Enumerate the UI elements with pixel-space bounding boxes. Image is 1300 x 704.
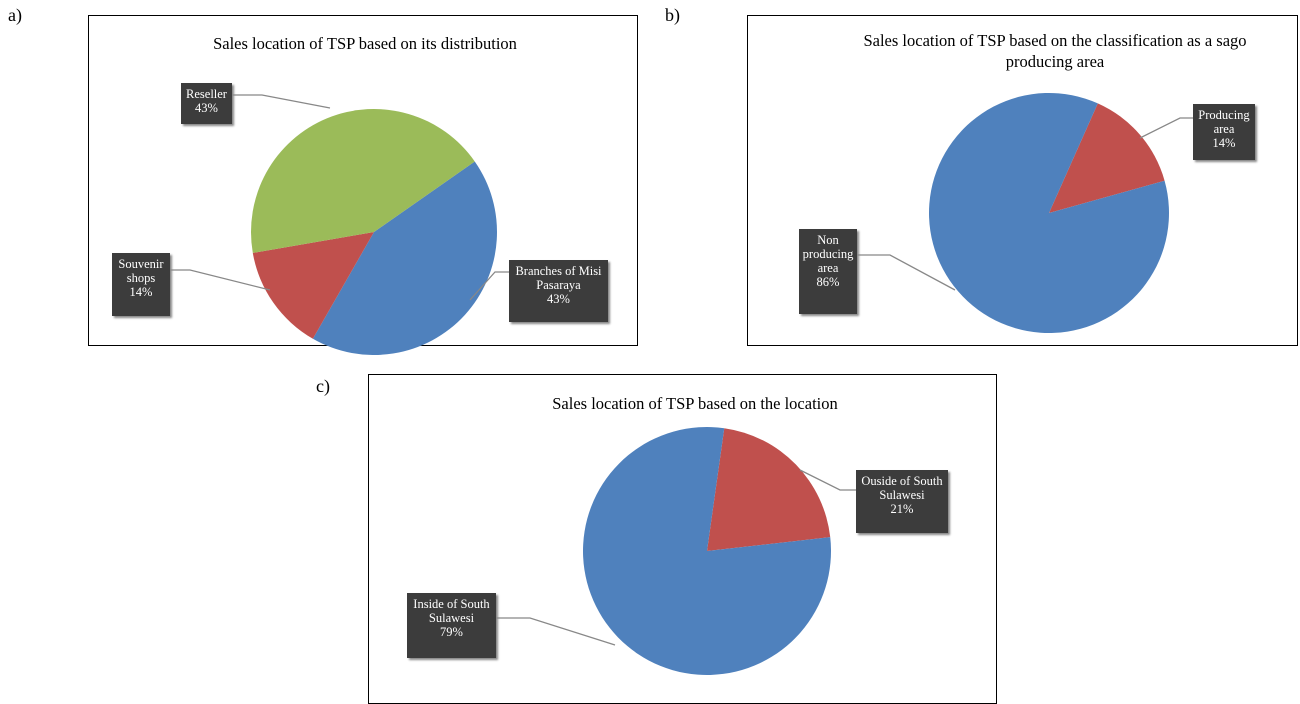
pie-slice — [251, 109, 475, 253]
label-value: 21% — [890, 502, 914, 516]
leader-line — [469, 271, 509, 301]
pie-slice — [1049, 103, 1165, 213]
pie-slice — [929, 93, 1169, 333]
leader-line — [799, 469, 856, 491]
data-label: Producing area 14% — [1193, 104, 1255, 160]
label-value: 86% — [816, 275, 840, 289]
data-label: Inside of South Sulawesi 79% — [407, 593, 496, 658]
label-value: 14% — [129, 285, 153, 299]
leader-line — [496, 617, 616, 646]
label-name: Non producing area — [802, 233, 854, 275]
label-value: 14% — [1212, 136, 1236, 150]
leader-line — [857, 254, 956, 291]
pie-slice — [707, 428, 831, 551]
pie-slice — [312, 161, 497, 355]
data-label: Ouside of South Sulawesi 21% — [856, 470, 948, 533]
panel-label: a) — [8, 5, 22, 25]
chart-title: Sales location of TSP based on the class… — [863, 31, 1247, 71]
label-name: Ouside of South Sulawesi — [861, 474, 943, 502]
pie-slice — [583, 427, 832, 675]
data-label: Reseller 43% — [181, 83, 232, 124]
label-value: 43% — [195, 101, 218, 115]
panel-label: c) — [316, 376, 330, 396]
leader-line — [232, 94, 331, 109]
label-name: Reseller — [186, 87, 227, 101]
chart-title: Sales location of TSP based on its distr… — [213, 34, 517, 53]
data-label: Branches of Misi Pasaraya 43% — [509, 260, 608, 322]
label-value: 79% — [440, 625, 463, 639]
chart-frame — [747, 15, 1298, 346]
label-name: Souvenir shops — [118, 257, 164, 285]
chart-title: Sales location of TSP based on the locat… — [552, 394, 838, 413]
label-name: Producing area — [1198, 108, 1250, 136]
leader-line — [1139, 117, 1193, 139]
panel-label: b) — [665, 5, 680, 25]
label-value: 43% — [547, 292, 570, 306]
data-label: Non producing area 86% — [799, 229, 857, 314]
data-label: Souvenir shops 14% — [112, 253, 170, 316]
pie-slice — [252, 232, 374, 339]
leader-line — [170, 269, 271, 291]
label-name: Branches of Misi Pasaraya — [515, 264, 602, 292]
label-name: Inside of South Sulawesi — [413, 597, 490, 625]
